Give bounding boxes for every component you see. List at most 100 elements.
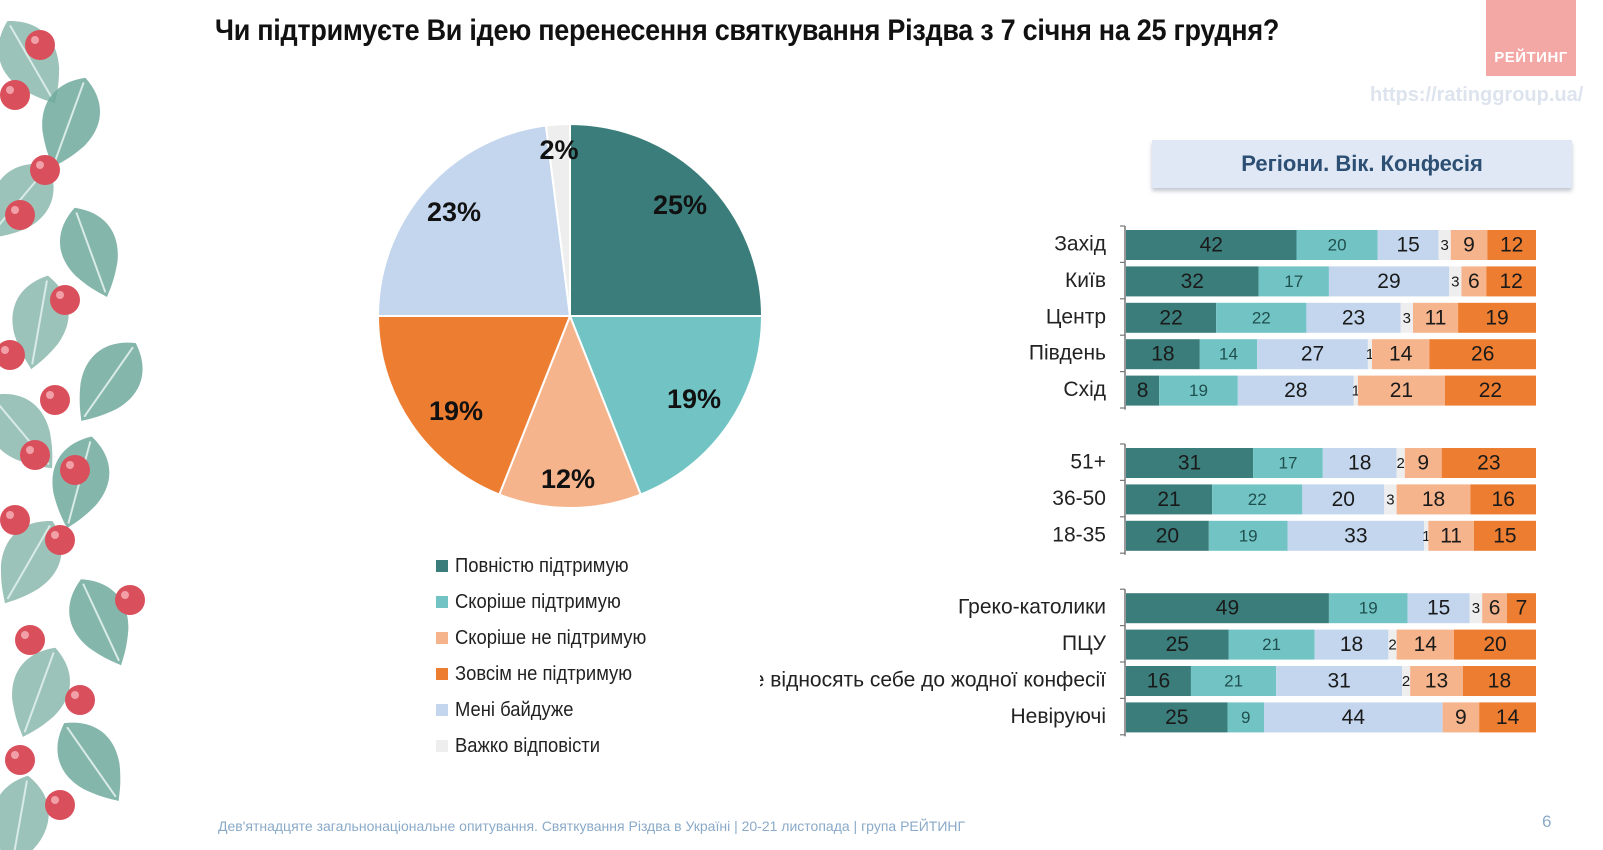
bar-segment xyxy=(1486,266,1536,297)
bar-segment xyxy=(1441,448,1536,478)
bar-segment xyxy=(1377,230,1439,260)
bar-segment xyxy=(1126,339,1200,370)
bar-row-label: Греко-католики xyxy=(958,596,1106,619)
bar-segment xyxy=(1357,375,1445,406)
bar-segment xyxy=(1479,702,1536,733)
bar-value-label: 13 xyxy=(1425,670,1448,693)
bar-segment xyxy=(1159,375,1238,406)
berry-icon xyxy=(45,525,75,555)
bar-row-label: Центр xyxy=(1046,305,1106,328)
bar-segment xyxy=(1410,666,1463,696)
bar-value-label: 16 xyxy=(1147,670,1170,693)
bar-segment xyxy=(1287,520,1425,551)
segment-panel-header: Регіони. Вік. Конфесія xyxy=(1152,140,1572,188)
bar-value-label: 12 xyxy=(1499,270,1522,293)
bar-value-label: 32 xyxy=(1181,270,1204,293)
bar-value-label: 31 xyxy=(1327,670,1350,693)
bar-segment xyxy=(1473,520,1536,551)
site-link[interactable]: https://ratinggroup.ua/ xyxy=(1370,84,1584,106)
bar-segment xyxy=(1126,448,1254,478)
legend-item: Скоріше не підтримую xyxy=(436,620,663,656)
bar-value-label: 14 xyxy=(1414,633,1438,656)
legend-swatch xyxy=(436,632,448,644)
bar-value-label: 21 xyxy=(1262,635,1281,654)
bar-segment xyxy=(1384,484,1397,515)
bar-value-label: 3 xyxy=(1451,273,1459,290)
bar-segment xyxy=(1402,666,1411,696)
bar-value-label: 25 xyxy=(1165,706,1188,729)
bar-value-label: 31 xyxy=(1178,452,1201,475)
bar-value-label: 12 xyxy=(1500,234,1523,257)
bar-row-label: 51+ xyxy=(1070,451,1106,474)
footer-note: Дев'ятнадцяте загальнонаціональне опитув… xyxy=(218,818,966,834)
bar-value-label: 18 xyxy=(1340,633,1363,656)
bar-value-label: 15 xyxy=(1427,597,1450,620)
bar-segment xyxy=(1407,593,1470,624)
bar-value-label: 19 xyxy=(1485,306,1508,329)
bar-segment xyxy=(1438,230,1451,260)
bar-value-label: 19 xyxy=(1359,599,1378,618)
pie-slice-label: 12% xyxy=(541,464,595,494)
bar-segment xyxy=(1126,484,1213,515)
berry-icon xyxy=(5,200,35,230)
bar-segment xyxy=(1302,484,1385,515)
bar-segment xyxy=(1276,666,1403,696)
bar-value-label: 49 xyxy=(1216,597,1239,620)
legend-item: Мені байдуже xyxy=(436,692,663,728)
bar-value-label: 21 xyxy=(1390,379,1413,402)
pie-slice xyxy=(568,315,764,496)
bar-segment xyxy=(1216,302,1307,333)
bar-segment xyxy=(1444,375,1536,406)
legend-label: Важко відповісти xyxy=(455,734,600,757)
bar-value-label: 23 xyxy=(1477,452,1500,475)
bar-value-label: 3 xyxy=(1403,310,1411,327)
bar-value-label: 1 xyxy=(1366,346,1374,363)
berry-icon xyxy=(40,385,70,415)
bar-value-label: 29 xyxy=(1377,270,1400,293)
bar-row-label: Не відносять себе до жодної конфесії xyxy=(760,669,1106,692)
bar-row-label: 18-35 xyxy=(1052,523,1106,546)
pie-slice-label: 2% xyxy=(539,135,578,165)
holly-leaf-icon xyxy=(60,207,118,297)
bar-value-label: 16 xyxy=(1492,488,1515,511)
pie-slice xyxy=(544,122,571,317)
bar-segment xyxy=(1487,230,1536,260)
bar-segment xyxy=(1208,520,1288,551)
bar-value-label: 18 xyxy=(1488,670,1511,693)
bar-segment xyxy=(1424,520,1429,551)
berry-icon xyxy=(30,155,60,185)
pie-chart: 25% 19% 12% 19% 23% 2% xyxy=(376,122,764,509)
bar-segment xyxy=(1212,484,1303,515)
bar-value-label: 3 xyxy=(1472,600,1480,617)
bar-segment xyxy=(1314,629,1389,660)
legend-item: Зовсім не підтримую xyxy=(436,656,663,692)
bar-segment xyxy=(1126,520,1209,551)
legend-label: Скоріше підтримую xyxy=(455,590,621,613)
bar-segment xyxy=(1449,266,1462,297)
bar-value-label: 19 xyxy=(1239,526,1258,545)
bar-value-label: 20 xyxy=(1332,488,1355,511)
bar-row-label: Невіруючі xyxy=(1010,705,1106,728)
bar-segment xyxy=(1227,702,1265,733)
holly-leaf-icon xyxy=(42,77,100,167)
bar-segment xyxy=(1258,266,1329,297)
holly-leaf-icon xyxy=(69,579,129,666)
bar-value-label: 11 xyxy=(1440,524,1462,547)
rating-logo: РЕЙТИНГ xyxy=(1486,0,1576,76)
bar-value-label: 18 xyxy=(1348,452,1371,475)
bar-segment xyxy=(1190,666,1277,696)
legend-item: Скоріше підтримую xyxy=(436,584,663,620)
legend-swatch xyxy=(436,740,448,752)
bar-value-label: 9 xyxy=(1455,706,1467,729)
bar-value-label: 20 xyxy=(1156,524,1179,547)
bar-segment xyxy=(1429,339,1536,370)
bar-value-label: 1 xyxy=(1352,383,1360,400)
bar-row-label: Київ xyxy=(1065,269,1106,292)
bar-segment xyxy=(1404,448,1442,478)
legend-label: Мені байдуже xyxy=(455,698,574,721)
berry-icon xyxy=(15,625,45,655)
berry-icon xyxy=(50,285,80,315)
bar-value-label: 9 xyxy=(1417,452,1429,475)
bar-segment xyxy=(1328,266,1450,297)
